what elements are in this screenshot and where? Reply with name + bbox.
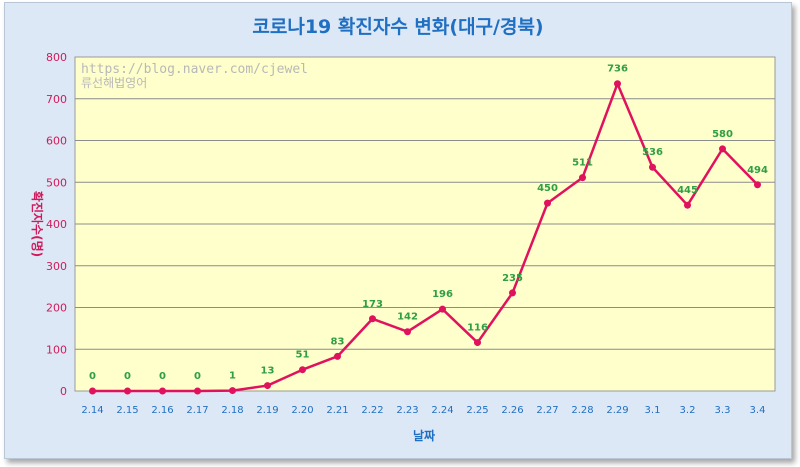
data-point: [509, 289, 516, 297]
data-point: [124, 387, 131, 395]
x-tick-label: 3.4: [750, 405, 766, 416]
data-point: [299, 366, 306, 374]
watermark-name: 류선해법영어: [81, 76, 147, 90]
data-label: 580: [712, 129, 733, 140]
data-label: 142: [397, 312, 418, 323]
chart-title: 코로나19 확진자수 변화(대구/경북): [252, 15, 543, 38]
y-tick-label: 100: [46, 343, 67, 356]
x-tick-label: 2.14: [81, 405, 103, 416]
x-tick-label: 2.24: [431, 405, 453, 416]
data-label: 83: [331, 336, 345, 347]
y-tick-label: 600: [46, 135, 67, 148]
data-label: 51: [296, 350, 310, 361]
data-label: 0: [124, 371, 131, 382]
x-tick-label: 2.23: [396, 405, 418, 416]
data-point: [719, 145, 726, 153]
x-tick-label: 2.20: [291, 405, 313, 416]
chart-frame: 코로나19 확진자수 변화(대구/경북) 0 100 200 300 400 500 600…: [4, 2, 792, 459]
data-label: 0: [194, 371, 201, 382]
y-axis-ticks: 0 100 200 300 400 500 600 700 800: [46, 51, 67, 398]
x-axis-ticks: 2.14 2.15 2.16 2.17 2.18 2.19 2.20 2.21 2.22 2.23…: [81, 405, 765, 416]
data-point: [194, 387, 201, 395]
y-tick-label: 500: [46, 176, 67, 189]
x-tick-label: 2.29: [606, 405, 628, 416]
x-tick-label: 2.21: [326, 405, 348, 416]
data-point: [404, 328, 411, 336]
x-axis-label: 날짜: [413, 428, 435, 443]
data-point: [334, 352, 341, 360]
x-tick-label: 2.19: [256, 405, 278, 416]
data-label: 450: [537, 183, 558, 194]
y-tick-label: 400: [46, 218, 67, 231]
data-label: 196: [432, 289, 453, 300]
y-tick-label: 200: [46, 302, 67, 315]
data-label: 116: [467, 323, 488, 334]
watermark-url: https://blog.naver.com/cjewel: [81, 62, 308, 77]
data-point: [159, 387, 166, 395]
x-tick-label: 3.2: [680, 405, 696, 416]
data-point: [474, 339, 481, 347]
data-label: 494: [747, 165, 768, 176]
data-point: [754, 181, 761, 189]
x-tick-label: 2.22: [361, 405, 383, 416]
gridlines: [75, 98, 775, 350]
data-label: 511: [572, 158, 593, 169]
data-label: 0: [159, 371, 166, 382]
data-label: 445: [677, 185, 698, 196]
x-tick-label: 2.27: [536, 405, 558, 416]
data-label: 0: [89, 371, 96, 382]
x-tick-label: 2.16: [151, 405, 173, 416]
x-tick-label: 2.15: [116, 405, 138, 416]
data-label: 1: [229, 371, 236, 382]
data-point: [684, 201, 691, 209]
x-tick-label: 2.25: [466, 405, 488, 416]
data-point: [264, 382, 271, 390]
series-layer: [89, 80, 761, 395]
data-label: 235: [502, 273, 523, 284]
data-point: [579, 174, 586, 182]
data-point: [229, 387, 236, 395]
data-label: 536: [642, 147, 663, 158]
data-point: [89, 387, 96, 395]
chart-canvas: 코로나19 확진자수 변화(대구/경북) 0100200300400500600…: [30, 15, 776, 443]
x-tick-label: 2.28: [571, 405, 593, 416]
series-line: [92, 82, 759, 393]
data-point: [439, 305, 446, 313]
y-axis-label: 확진자수(명): [30, 191, 45, 257]
data-point: [369, 315, 376, 323]
y-tick-label: 300: [46, 260, 67, 273]
data-label: 13: [261, 366, 275, 377]
data-label: 173: [362, 299, 383, 310]
x-tick-label: 2.17: [186, 405, 208, 416]
data-point: [614, 80, 621, 88]
y-tick-label: 0: [60, 385, 67, 398]
data-point: [544, 199, 551, 207]
data-labels: 0 0 0 0 1 13 51 83 173 142 196 116 235 450 511 736 536 44…: [89, 64, 768, 382]
y-tick-label: 800: [46, 51, 67, 64]
y-tick-label: 700: [46, 93, 67, 106]
x-tick-label: 3.1: [645, 405, 661, 416]
data-label: 736: [607, 64, 628, 75]
x-tick-label: 3.3: [715, 405, 731, 416]
x-tick-label: 2.18: [221, 405, 243, 416]
data-point: [649, 163, 656, 171]
x-tick-label: 2.26: [501, 405, 523, 416]
